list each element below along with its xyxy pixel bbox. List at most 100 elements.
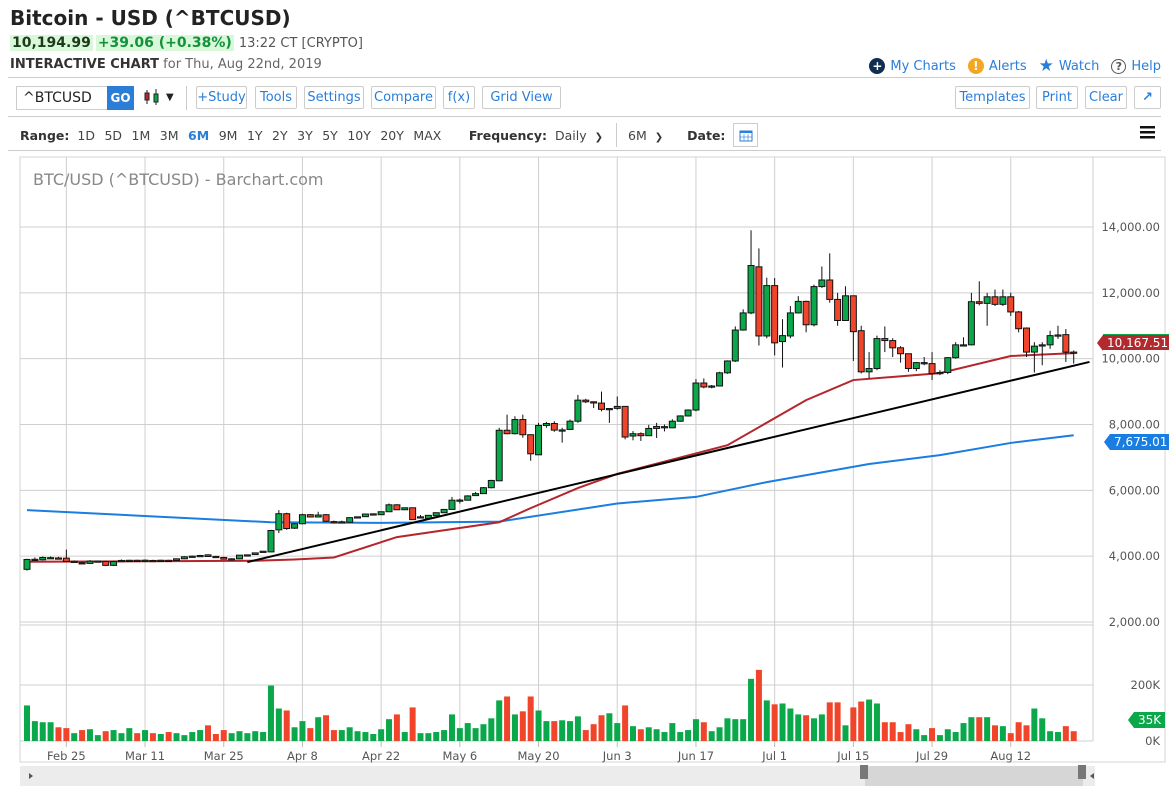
range-option-1d[interactable]: 1D: [77, 127, 95, 143]
range-bar: Range: 1D 5D 1M 3M 6M 9M 1Y 2Y 3Y 5Y 10Y 20Y MAX Fre…: [20, 123, 759, 147]
settings-button[interactable]: Settings: [304, 86, 364, 109]
volume-bar: [661, 732, 668, 741]
date-label: Date:: [687, 127, 726, 143]
range-option-10y[interactable]: 10Y: [347, 127, 371, 143]
range-option-20y[interactable]: 20Y: [380, 127, 404, 143]
frequency-dropdown[interactable]: Daily ❯: [555, 128, 603, 143]
scroll-left-arrow-icon[interactable]: [29, 773, 33, 779]
clear-button[interactable]: Clear: [1085, 86, 1127, 109]
candle-body: [936, 371, 944, 375]
range-option-max[interactable]: MAX: [413, 127, 442, 143]
y-tick-label: 8,000.00: [1109, 418, 1160, 432]
range-option-2y[interactable]: 2Y: [272, 127, 288, 143]
candle-body: [542, 423, 550, 426]
expand-button[interactable]: ↗: [1134, 86, 1161, 109]
candle-body: [527, 434, 535, 455]
volume-bar: [283, 710, 290, 741]
price-chart[interactable]: 14,000.00 12,000.00 10,000.00 8,000.00 6,000…: [0, 150, 1169, 792]
candle-body: [409, 507, 417, 521]
chart-menu-button[interactable]: [1140, 124, 1155, 143]
candlestick-icon: [144, 89, 159, 105]
help-link[interactable]: ? Help: [1111, 58, 1161, 74]
volume-bar: [582, 730, 589, 741]
candle-body: [235, 554, 243, 560]
study-button[interactable]: +Study: [196, 86, 247, 109]
candle-body: [967, 301, 975, 346]
templates-button[interactable]: Templates: [955, 86, 1030, 109]
volume-bar: [866, 699, 873, 741]
scroll-right-arrow-icon[interactable]: [1090, 773, 1094, 779]
volume-bar: [346, 727, 353, 741]
candle-body: [834, 298, 842, 321]
y-tick-label: 4,000.00: [1109, 549, 1160, 563]
scrollbar-thumb[interactable]: [865, 766, 1083, 786]
volume-bar: [921, 735, 928, 741]
star-icon: ★: [1038, 56, 1054, 76]
candle-body: [684, 409, 692, 417]
symbol-input[interactable]: [16, 86, 108, 110]
candle-body: [401, 507, 409, 511]
candle-body: [865, 368, 873, 373]
candle-body: [1070, 351, 1078, 354]
volume-bar: [330, 730, 337, 741]
chevron-down-icon: ❯: [594, 131, 604, 143]
volume-bar: [952, 732, 959, 741]
page-title: Bitcoin - USD (^BTCUSD): [10, 6, 291, 30]
volume-bar: [724, 718, 731, 741]
candle-body: [700, 382, 708, 388]
candle-body: [582, 399, 590, 403]
alerts-link[interactable]: ! Alerts: [967, 58, 1027, 74]
range-option-1m[interactable]: 1M: [131, 127, 151, 143]
candle-body: [1054, 334, 1062, 337]
volume-bar: [936, 735, 943, 741]
candle-body: [94, 560, 102, 563]
period-value: 6M: [628, 127, 647, 143]
volume-bar: [850, 707, 857, 741]
candle-body: [535, 424, 543, 456]
fx-button[interactable]: f(x): [443, 86, 475, 109]
volume-bar: [905, 724, 912, 741]
volume-bar: [142, 730, 149, 741]
range-option-3m[interactable]: 3M: [159, 127, 179, 143]
candle-body: [110, 560, 118, 566]
volume-bar: [795, 714, 802, 741]
volume-bar: [79, 730, 86, 741]
volume-bar: [315, 717, 322, 741]
candle-body: [810, 286, 818, 326]
scrollbar-track[interactable]: [20, 766, 1095, 786]
scroll-handle-right[interactable]: [1078, 765, 1086, 779]
volume-bar: [260, 732, 267, 741]
candle-body: [841, 295, 849, 321]
volume-bar: [999, 726, 1006, 741]
range-option-6m[interactable]: 6M: [188, 127, 210, 143]
date-picker-button[interactable]: [733, 123, 759, 147]
volume-bar: [417, 733, 424, 741]
scroll-handle-left[interactable]: [860, 765, 868, 779]
watch-link[interactable]: ★ Watch: [1039, 56, 1100, 76]
range-option-9m[interactable]: 9M: [218, 127, 238, 143]
candle-body: [590, 401, 598, 404]
range-option-5y[interactable]: 5Y: [322, 127, 338, 143]
volume-bar: [519, 711, 526, 741]
volume-bar: [456, 728, 463, 741]
volume-bar: [354, 731, 361, 741]
candle-body: [692, 382, 700, 411]
print-button[interactable]: Print: [1036, 86, 1078, 109]
candle-body: [23, 558, 31, 570]
range-option-1y[interactable]: 1Y: [246, 127, 263, 143]
candle-body: [487, 479, 495, 489]
go-button[interactable]: GO: [107, 86, 134, 110]
candle-body: [975, 301, 983, 304]
watch-label: Watch: [1058, 58, 1100, 74]
chart-type-dropdown[interactable]: ▼: [142, 88, 174, 106]
range-option-3y[interactable]: 3Y: [297, 127, 313, 143]
grid-view-button[interactable]: Grid View: [482, 86, 561, 109]
compare-button[interactable]: Compare: [371, 86, 436, 109]
range-option-5d[interactable]: 5D: [104, 127, 123, 143]
candle-body: [472, 493, 480, 497]
candle-body: [298, 514, 306, 525]
tools-button[interactable]: Tools: [255, 86, 297, 109]
period-dropdown[interactable]: 6M ❯: [628, 128, 663, 143]
volume-bar: [913, 729, 920, 741]
my-charts-link[interactable]: + My Charts: [869, 58, 956, 74]
